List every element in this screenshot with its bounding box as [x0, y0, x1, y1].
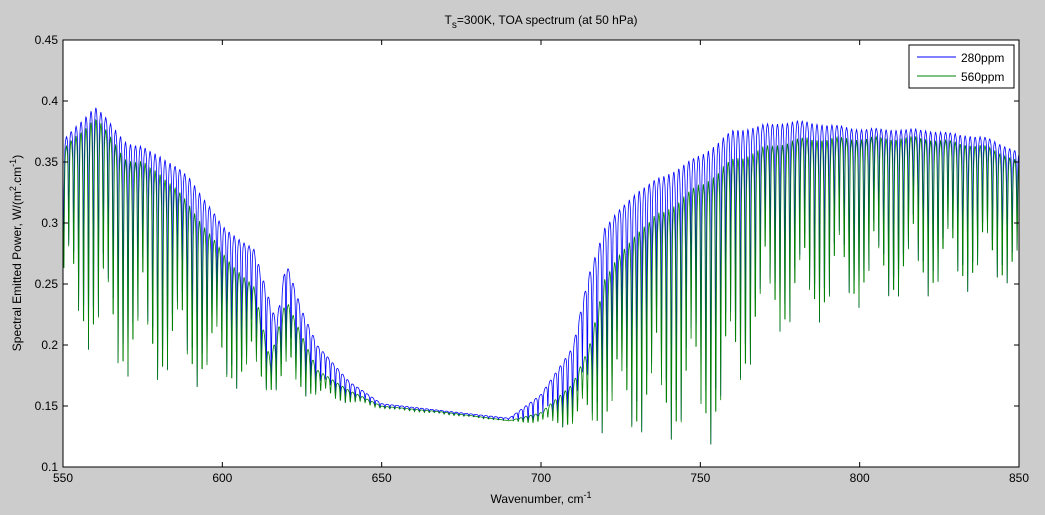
ticks: 550 600 650 700 750 800 850 0.1 0.15 0.2 0.25 0.3 0.…: [35, 33, 1030, 485]
y-tick-label: 0.25: [35, 277, 59, 291]
y-tick-label: 0.2: [41, 338, 58, 352]
series-group: [62, 107, 1020, 445]
legend-label-560ppm: 560ppm: [961, 70, 1004, 84]
y-tick-label: 0.1: [41, 460, 58, 474]
legend-label-280ppm: 280ppm: [961, 51, 1004, 65]
y-tick-label: 0.45: [35, 33, 59, 47]
legend: 280ppm 560ppm: [908, 44, 1015, 89]
y-tick-label: 0.3: [41, 216, 58, 230]
x-tick-label: 800: [850, 471, 870, 485]
chart-title: Ts=300K, TOA spectrum (at 50 hPa): [445, 13, 638, 31]
x-tick-label: 550: [53, 471, 73, 485]
x-tick-label: 750: [690, 471, 710, 485]
x-tick-label: 850: [1009, 471, 1029, 485]
x-tick-label: 700: [531, 471, 551, 485]
x-tick-label: 650: [372, 471, 392, 485]
series-line-560ppm: [62, 118, 1020, 445]
y-tick-label: 0.15: [35, 399, 59, 413]
y-axis-label: Spectral Emitted Power, W/(m2.cm-1): [8, 155, 24, 351]
x-axis-label: Wavenumber, cm-1: [491, 490, 592, 506]
x-tick-label: 600: [212, 471, 232, 485]
y-tick-label: 0.35: [35, 155, 59, 169]
y-tick-label: 0.4: [41, 94, 58, 108]
